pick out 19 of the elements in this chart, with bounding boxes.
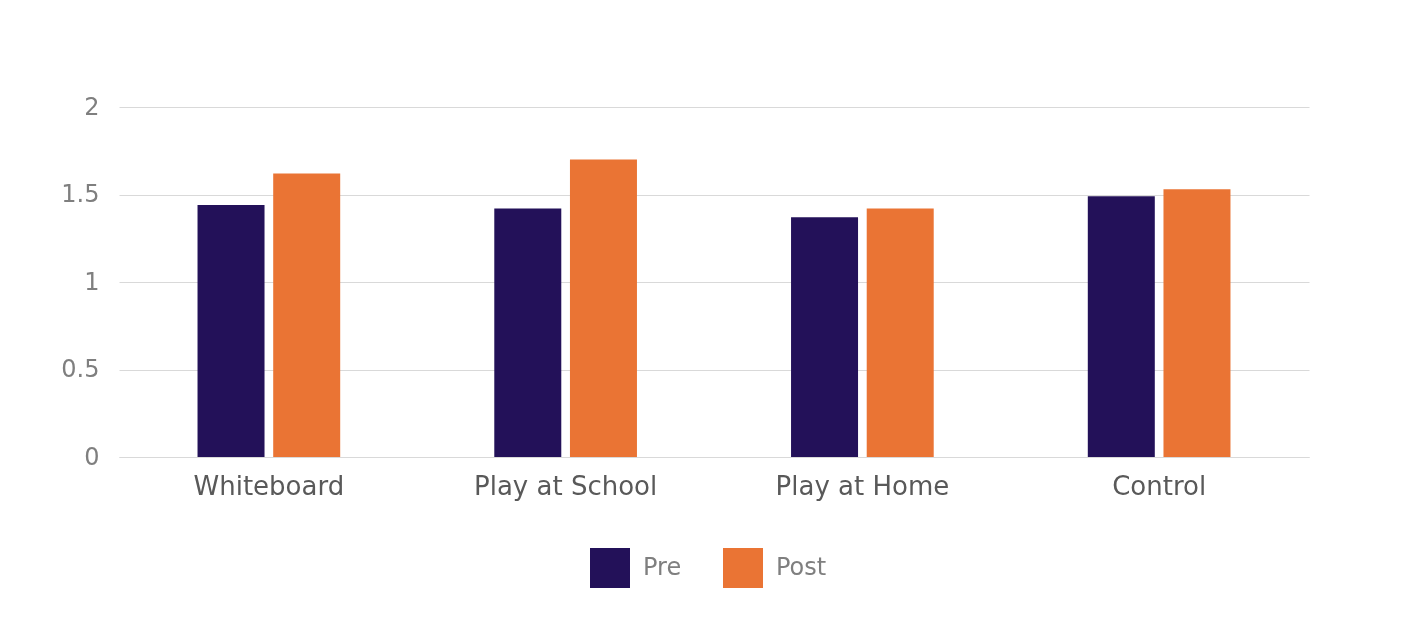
y-tick-label: 1 xyxy=(84,267,100,296)
y-tick-label: 2 xyxy=(84,92,100,121)
x-tick-label: Play at School xyxy=(474,470,658,501)
y-tick-label: 0.5 xyxy=(61,355,100,383)
legend-label: Pre xyxy=(643,553,682,581)
x-tick-label: Control xyxy=(1112,470,1207,501)
bar xyxy=(866,208,934,457)
bar xyxy=(494,208,562,457)
bar xyxy=(791,217,859,457)
legend-label: Post xyxy=(776,553,827,581)
x-tick-label: Whiteboard xyxy=(193,470,345,501)
bar xyxy=(569,159,637,457)
bar xyxy=(273,173,341,457)
x-tick-label: Play at Home xyxy=(775,470,950,501)
y-tick-label: 1.5 xyxy=(61,180,100,208)
bar xyxy=(1087,196,1155,457)
bar xyxy=(197,205,265,457)
y-tick-label: 0 xyxy=(84,442,100,471)
bar xyxy=(1163,189,1231,457)
